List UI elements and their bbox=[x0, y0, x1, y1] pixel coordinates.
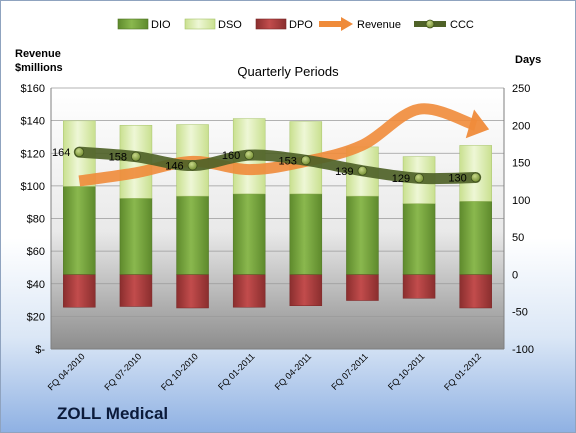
x-tick-label: FQ 01-2011 bbox=[216, 351, 257, 392]
ccc-point bbox=[244, 150, 255, 161]
x-tick-label: FQ 04-2011 bbox=[273, 351, 314, 392]
legend: DIO DSO DPO Revenue CCC bbox=[117, 17, 474, 31]
ccc-point bbox=[470, 172, 481, 183]
ccc-data-label: 153 bbox=[278, 155, 296, 167]
right-tick-label: 150 bbox=[512, 158, 530, 170]
x-tick-label: FQ 07-2010 bbox=[102, 351, 143, 392]
left-axis-title-line1: Revenue bbox=[15, 48, 61, 60]
legend-swatch-revenue-arrow bbox=[341, 17, 353, 31]
legend-swatch-ccc-dot bbox=[425, 19, 435, 29]
bar-dpo bbox=[289, 274, 323, 306]
left-tick-label: $140 bbox=[21, 116, 45, 128]
chart-title: Quarterly Periods bbox=[237, 64, 339, 79]
right-tick-label: 100 bbox=[512, 195, 530, 207]
bar-dio bbox=[289, 193, 323, 275]
right-tick-label: -100 bbox=[512, 344, 534, 356]
legend-swatch-dso bbox=[184, 18, 216, 30]
right-tick-label: 0 bbox=[512, 269, 518, 281]
left-tick-label: $80 bbox=[27, 214, 45, 226]
right-tick-label: -50 bbox=[512, 307, 528, 319]
legend-label-dso: DSO bbox=[218, 19, 242, 31]
company-label: ZOLL Medical bbox=[57, 404, 169, 423]
bar-dpo bbox=[402, 274, 436, 299]
bar-dio bbox=[176, 195, 209, 275]
bar-dpo bbox=[176, 274, 209, 309]
legend-swatch-dio bbox=[117, 18, 149, 30]
left-tick-label: $- bbox=[35, 344, 45, 356]
x-tick-label: FQ 10-2011 bbox=[386, 351, 427, 392]
x-ticks: FQ 04-2010 FQ 07-2010 FQ 10-2010 FQ 01-2011… bbox=[46, 351, 483, 392]
legend-label-dpo: DPO bbox=[289, 19, 313, 31]
bar-dpo bbox=[63, 274, 96, 308]
legend-label-ccc: CCC bbox=[450, 19, 474, 31]
ccc-data-label: 130 bbox=[448, 172, 466, 184]
bar-dio bbox=[459, 201, 492, 275]
x-tick-label: FQ 10-2010 bbox=[159, 351, 200, 392]
bar-dio bbox=[346, 195, 379, 275]
x-tick-label: FQ 04-2010 bbox=[46, 351, 87, 392]
x-tick-label: FQ 07-2011 bbox=[329, 351, 370, 392]
left-ticks: $- $20 $40 $60 $80 $100 $120 $140 $160 bbox=[21, 83, 46, 356]
ccc-data-label: 146 bbox=[165, 161, 183, 173]
ccc-point bbox=[131, 151, 141, 162]
right-tick-label: 200 bbox=[512, 120, 530, 132]
revenue-layer bbox=[78, 103, 490, 187]
bars bbox=[63, 118, 492, 309]
ccc-point bbox=[357, 165, 368, 176]
left-axis-title: Revenue $millions bbox=[15, 47, 63, 75]
ccc-data-label: 158 bbox=[109, 152, 127, 164]
left-tick-label: $60 bbox=[27, 246, 45, 258]
left-tick-label: $160 bbox=[21, 83, 45, 95]
revenue-line bbox=[78, 103, 478, 187]
bar-dpo bbox=[232, 274, 266, 308]
bar-dio bbox=[232, 193, 266, 275]
bar-dio bbox=[402, 203, 436, 275]
bar-dpo bbox=[346, 274, 379, 301]
ccc-point bbox=[187, 160, 198, 171]
left-tick-label: $40 bbox=[27, 279, 45, 291]
x-tick-label: FQ 01-2012 bbox=[442, 351, 483, 392]
bar-dio bbox=[63, 186, 96, 275]
left-axis-title-line2: $millions bbox=[15, 62, 63, 74]
legend-label-dio: DIO bbox=[151, 19, 171, 31]
revenue-arrowhead bbox=[465, 109, 490, 139]
ccc-data-label: 129 bbox=[392, 173, 410, 185]
legend-swatch-dpo bbox=[255, 18, 287, 30]
right-tick-label: 250 bbox=[512, 83, 530, 95]
ccc-data-label: 160 bbox=[222, 150, 240, 162]
right-ticks: -100 -50 0 50 100 150 200 250 bbox=[512, 83, 534, 356]
ccc-point bbox=[300, 155, 311, 166]
ccc-point bbox=[74, 147, 85, 158]
left-tick-label: $20 bbox=[27, 311, 45, 323]
left-tick-label: $120 bbox=[21, 148, 45, 160]
right-axis-title: Days bbox=[515, 54, 542, 66]
ccc-data-label: 139 bbox=[335, 166, 353, 178]
ccc-data-label: 164 bbox=[52, 147, 70, 159]
bar-dpo bbox=[119, 274, 153, 307]
ccc-layer: 164 158 146 160 153 139 129 130 bbox=[52, 146, 482, 185]
right-tick-label: 50 bbox=[512, 232, 524, 244]
bar-dio bbox=[119, 198, 153, 275]
bar-dpo bbox=[459, 274, 492, 309]
ccc-point bbox=[414, 173, 424, 184]
left-tick-label: $100 bbox=[21, 181, 45, 193]
legend-label-revenue: Revenue bbox=[357, 19, 401, 31]
